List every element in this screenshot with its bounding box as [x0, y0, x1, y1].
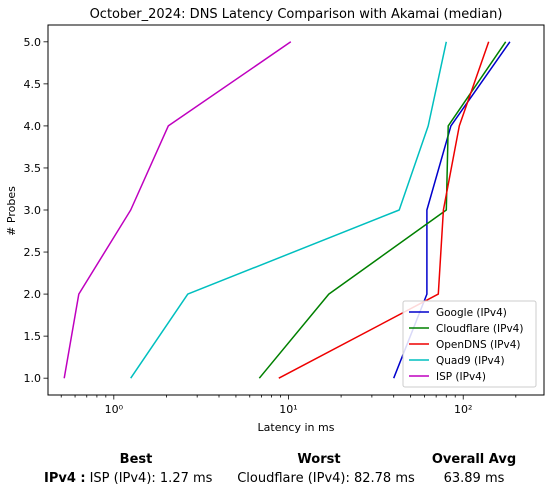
y-tick-label: 4.5 — [24, 78, 42, 91]
series-line — [258, 41, 507, 379]
y-tick-label: 2.0 — [24, 288, 42, 301]
legend-entry: Cloudflare (IPv4) — [436, 323, 523, 335]
y-tick-label: 4.0 — [24, 120, 42, 133]
chart-title: October_2024: DNS Latency Comparison wit… — [90, 7, 503, 22]
legend-entry: Quad9 (IPv4) — [436, 355, 505, 367]
series-lines — [63, 41, 511, 379]
legend-entry: Google (IPv4) — [436, 307, 507, 319]
x-axis-label: Latency in ms — [258, 421, 335, 434]
summary-table: Best Worst Overall Avg IPv4 : ISP (IPv4)… — [0, 448, 551, 494]
series-line — [130, 41, 448, 379]
y-tick-label: 2.5 — [24, 246, 42, 259]
best-header: Best — [119, 452, 153, 467]
overall-avg-header: Overall Avg — [431, 452, 517, 467]
y-axis: 1.0 1.5 2.0 2.5 3.0 3.5 4.0 4.5 5.0 — [24, 36, 48, 385]
x-tick-label: 10¹ — [279, 403, 297, 416]
series-line — [63, 41, 292, 379]
y-tick-label: 1.5 — [24, 330, 42, 343]
overall-avg-value: 63.89 ms — [443, 471, 505, 486]
legend-entry: ISP (IPv4) — [436, 371, 486, 383]
legend: Google (IPv4) Cloudflare (IPv4) OpenDNS (I… — [402, 300, 537, 388]
legend-box — [402, 300, 537, 388]
y-tick-label: 1.0 — [24, 372, 42, 385]
x-tick-label: 10⁰ — [105, 403, 124, 416]
worst-value: Cloudflare (IPv4): 82.78 ms — [237, 471, 415, 486]
y-axis-label: # Probes — [5, 186, 18, 236]
best-value: ISP (IPv4): 1.27 ms — [89, 471, 213, 486]
x-axis: 10⁰ 10¹ 10² — [60, 395, 517, 416]
x-tick-label: 10² — [454, 403, 472, 416]
latency-chart: October_2024: DNS Latency Comparison wit… — [5, 7, 545, 434]
y-tick-label: 3.0 — [24, 204, 42, 217]
legend-entry: OpenDNS (IPv4) — [436, 339, 521, 351]
y-tick-label: 3.5 — [24, 162, 42, 175]
series-line — [278, 41, 490, 379]
ipv4-row-label: IPv4 : — [44, 471, 86, 486]
y-tick-label: 5.0 — [24, 36, 42, 49]
worst-header: Worst — [297, 452, 341, 467]
